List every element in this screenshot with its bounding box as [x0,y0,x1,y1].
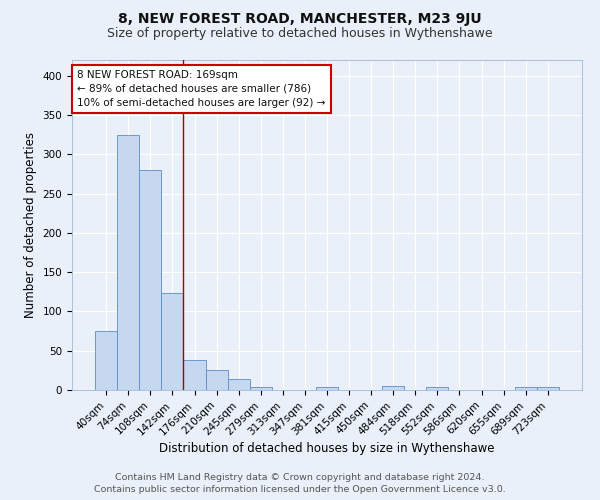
Bar [515,387,537,390]
Bar [95,331,117,390]
Bar [139,170,161,390]
Bar [117,134,139,390]
Bar [206,370,227,390]
Bar [427,387,448,390]
Bar [316,387,338,390]
X-axis label: Distribution of detached houses by size in Wythenshawe: Distribution of detached houses by size … [159,442,495,455]
Text: 8 NEW FOREST ROAD: 169sqm
← 89% of detached houses are smaller (786)
10% of semi: 8 NEW FOREST ROAD: 169sqm ← 89% of detac… [77,70,325,108]
Bar [382,386,404,390]
Bar [537,387,559,390]
Text: Size of property relative to detached houses in Wythenshawe: Size of property relative to detached ho… [107,28,493,40]
Bar [184,360,206,390]
Bar [227,379,250,390]
Bar [250,387,272,390]
Bar [161,294,184,390]
Y-axis label: Number of detached properties: Number of detached properties [24,132,37,318]
Text: Contains HM Land Registry data © Crown copyright and database right 2024.
Contai: Contains HM Land Registry data © Crown c… [94,473,506,494]
Text: 8, NEW FOREST ROAD, MANCHESTER, M23 9JU: 8, NEW FOREST ROAD, MANCHESTER, M23 9JU [118,12,482,26]
